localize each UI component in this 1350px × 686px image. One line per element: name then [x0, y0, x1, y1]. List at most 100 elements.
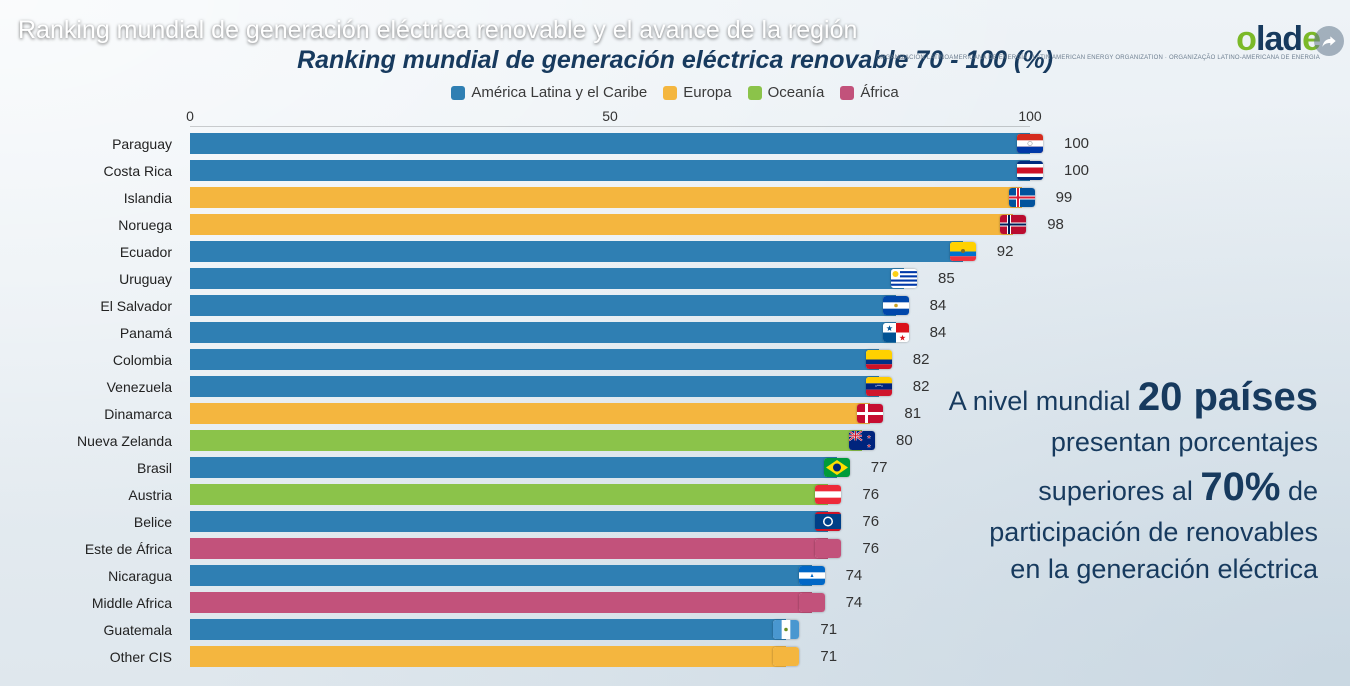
bar-value: 82 — [879, 349, 930, 370]
x-axis-line — [190, 126, 1030, 127]
axis-tick: 0 — [186, 108, 194, 124]
bar-wrap: 84 — [190, 295, 1030, 316]
bar — [190, 160, 1030, 181]
bar-label: Other CIS — [0, 643, 180, 670]
bar-label: Nicaragua — [0, 562, 180, 589]
bar — [190, 349, 879, 370]
bar — [190, 511, 828, 532]
chart-legend: América Latina y el Caribe Europa Oceanía Á… — [0, 84, 1350, 104]
bar-value: 100 — [1030, 133, 1089, 154]
legend-swatch — [840, 86, 854, 100]
bar — [190, 538, 828, 559]
bar-label: El Salvador — [0, 292, 180, 319]
olade-logo: olade ORGANIZACIÓN LATINOAMERICANA DE EN… — [876, 20, 1320, 62]
legend-item: Europa — [663, 84, 731, 101]
bar-row: Panamá84 — [0, 319, 1060, 346]
share-icon[interactable] — [1314, 26, 1344, 56]
bar-value: 100 — [1030, 160, 1089, 181]
bar-label: Brasil — [0, 454, 180, 481]
bar-wrap: 74 — [190, 592, 1030, 613]
bar-wrap: 85 — [190, 268, 1030, 289]
bar-label: Ecuador — [0, 238, 180, 265]
side-line3-pre: superiores al — [1038, 476, 1200, 506]
bar-label: Costa Rica — [0, 157, 180, 184]
legend-item: África — [840, 84, 898, 101]
bar — [190, 403, 870, 424]
side-line3-post: de — [1280, 476, 1318, 506]
bar-row: Other CIS 71 — [0, 643, 1060, 670]
bar-row: Middle Africa 74 — [0, 589, 1060, 616]
legend-label: Europa — [683, 84, 731, 101]
bar-label: Este de África — [0, 535, 180, 562]
bar — [190, 592, 812, 613]
bar-label: Belice — [0, 508, 180, 535]
bar — [190, 619, 786, 640]
bar — [190, 646, 786, 667]
logo-wordmark: olade — [876, 20, 1320, 59]
bar-wrap: 84 — [190, 322, 1030, 343]
bar — [190, 268, 904, 289]
legend-swatch — [663, 86, 677, 100]
bar-label: Colombia — [0, 346, 180, 373]
legend-label: América Latina y el Caribe — [471, 84, 647, 101]
bar-value: 92 — [963, 241, 1014, 262]
bar-label: Noruega — [0, 211, 180, 238]
side-line4: participación de renovables — [888, 514, 1318, 550]
bar-label: Austria — [0, 481, 180, 508]
bar-wrap: 71 — [190, 619, 1030, 640]
bar — [190, 322, 896, 343]
side-line3-big: 70% — [1200, 465, 1280, 509]
axis-tick: 50 — [602, 108, 618, 124]
bar-value: 85 — [904, 268, 955, 289]
bar-row: Colombia 82 — [0, 346, 1060, 373]
legend-item: América Latina y el Caribe — [451, 84, 647, 101]
bar-label: Nueva Zelanda — [0, 427, 180, 454]
bar-value: 71 — [786, 646, 837, 667]
bar — [190, 457, 837, 478]
bar-row: El Salvador 84 — [0, 292, 1060, 319]
bar-row: Noruega 98 — [0, 211, 1060, 238]
bar-row: Islandia 99 — [0, 184, 1060, 211]
bar-label: Dinamarca — [0, 400, 180, 427]
bar-label: Guatemala — [0, 616, 180, 643]
legend-label: África — [860, 84, 898, 101]
bar — [190, 241, 963, 262]
logo-letter-o: o — [1236, 20, 1256, 58]
side-line1-big: 20 países — [1138, 375, 1318, 419]
bar-wrap: 71 — [190, 646, 1030, 667]
bar-wrap: 100 — [190, 160, 1030, 181]
bar — [190, 565, 812, 586]
bar-label: Venezuela — [0, 373, 180, 400]
bar-value: 77 — [837, 457, 888, 478]
bar-label: Islandia — [0, 184, 180, 211]
bar-value: 71 — [786, 619, 837, 640]
bar-value: 76 — [828, 538, 879, 559]
bar — [190, 430, 862, 451]
bar-row: Costa Rica 100 — [0, 157, 1060, 184]
bar-value: 76 — [828, 511, 879, 532]
bar-wrap: 92 — [190, 241, 1030, 262]
legend-swatch — [451, 86, 465, 100]
bar-label: Paraguay — [0, 130, 180, 157]
legend-swatch — [748, 86, 762, 100]
bar-value: 99 — [1022, 187, 1073, 208]
bar — [190, 187, 1022, 208]
bar — [190, 484, 828, 505]
bar-value: 84 — [896, 322, 947, 343]
side-line5: en la generación eléctrica — [888, 551, 1318, 587]
legend-item: Oceanía — [748, 84, 825, 101]
bar-wrap: 99 — [190, 187, 1030, 208]
side-line2: presentan porcentajes — [888, 424, 1318, 460]
bar-value: 76 — [828, 484, 879, 505]
bar-wrap: 100 — [190, 133, 1030, 154]
bar — [190, 295, 896, 316]
axis-tick: 100 — [1018, 108, 1041, 124]
bar-row: Guatemala 71 — [0, 616, 1060, 643]
bar-value: 98 — [1013, 214, 1064, 235]
bar-label: Uruguay — [0, 265, 180, 292]
bar-value: 74 — [812, 565, 863, 586]
bar-wrap: 98 — [190, 214, 1030, 235]
side-line1-pre: A nivel mundial — [949, 386, 1138, 416]
bar-value: 74 — [812, 592, 863, 613]
bar-label: Middle Africa — [0, 589, 180, 616]
